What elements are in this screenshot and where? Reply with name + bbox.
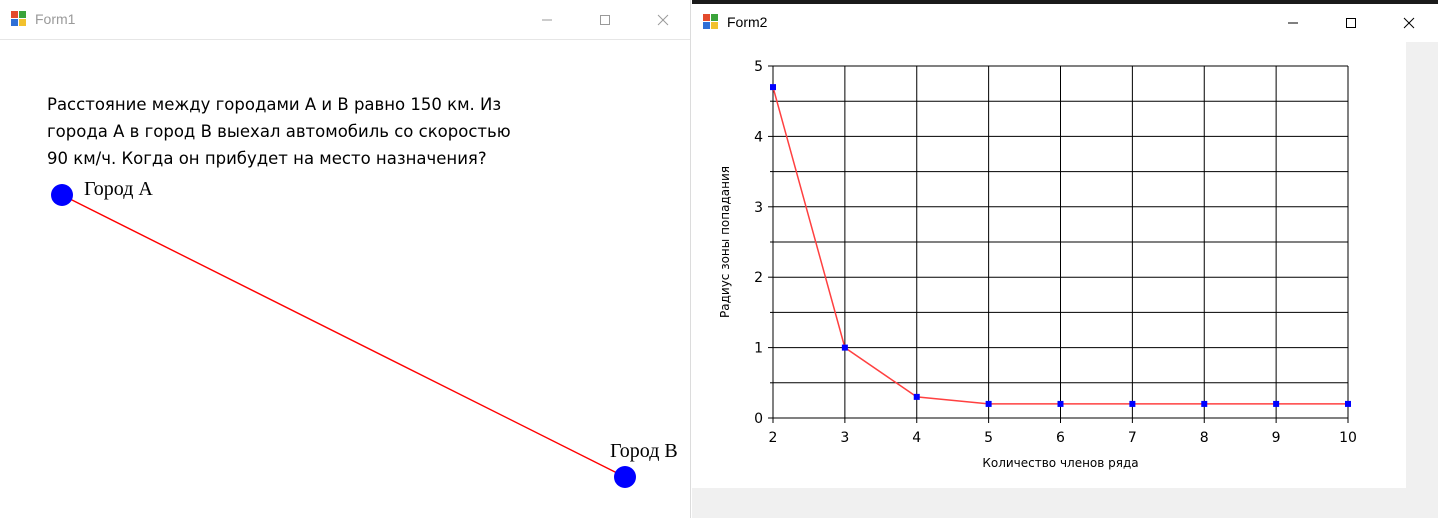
y-tick-label: 4	[754, 129, 763, 145]
maximize-icon	[1346, 18, 1356, 28]
y-tick-label: 3	[754, 200, 763, 216]
x-tick-label: 3	[840, 430, 849, 446]
data-point	[1057, 400, 1064, 407]
city-b-marker	[614, 466, 636, 488]
form2-window: Form2 2 3 4 5 6 7 8 9 10 0 1 2 3 4 5 Количество членов …	[692, 0, 1438, 518]
form2-minimize-button[interactable]	[1264, 4, 1322, 42]
route-line	[61, 194, 626, 478]
form1-maximize-button[interactable]	[576, 0, 634, 39]
city-a-marker	[51, 184, 73, 206]
data-point	[1201, 400, 1208, 407]
x-axis-title: Количество членов ряда	[982, 456, 1138, 470]
x-tick-label: 2	[769, 430, 778, 446]
line-chart: 2 3 4 5 6 7 8 9 10 0 1 2 3 4 5 Количество членов ряда Ра…	[718, 59, 1357, 470]
form1-close-button[interactable]	[634, 0, 692, 39]
form2-title: Form2	[727, 14, 768, 30]
x-tick-label: 8	[1200, 430, 1209, 446]
form1-app-icon	[11, 11, 27, 27]
minimize-icon	[542, 19, 552, 20]
close-icon	[1403, 17, 1415, 29]
form1-titlebar[interactable]: Form1	[0, 0, 690, 40]
maximize-icon	[600, 14, 610, 25]
chart-panel: 2 3 4 5 6 7 8 9 10 0 1 2 3 4 5 Количество членов ряда Ра…	[692, 42, 1406, 488]
data-point	[770, 84, 776, 91]
y-axis-title: Радиус зоны попадания	[718, 166, 732, 318]
close-icon	[657, 14, 669, 25]
y-tick-label: 5	[754, 59, 763, 75]
data-point	[913, 393, 920, 400]
x-tick-label: 7	[1128, 430, 1137, 446]
x-tick-label: 4	[912, 430, 921, 446]
data-point	[841, 344, 848, 351]
data-point	[1345, 400, 1351, 407]
city-a-label: Город А	[84, 178, 153, 200]
data-point	[1273, 400, 1280, 407]
x-tick-label: 6	[1056, 430, 1065, 446]
route-canvas	[51, 184, 636, 488]
problem-text: Расстояние между городами A и B равно 15…	[47, 91, 567, 172]
form2-app-icon	[703, 14, 719, 30]
problem-line: 90 км/ч. Когда он прибудет на место назн…	[47, 149, 487, 168]
y-tick-label: 2	[754, 270, 763, 286]
minimize-icon	[1288, 22, 1298, 24]
city-b-label: Город В	[610, 440, 678, 462]
form2-close-button[interactable]	[1380, 4, 1438, 42]
problem-line: Расстояние между городами A и B равно 15…	[47, 95, 502, 114]
y-tick-label: 0	[754, 411, 763, 427]
form2-maximize-button[interactable]	[1322, 4, 1380, 42]
data-point	[985, 400, 992, 407]
form1-minimize-button[interactable]	[518, 0, 576, 39]
data-point	[1129, 400, 1136, 407]
form2-titlebar[interactable]: Form2	[692, 4, 1438, 42]
problem-line: города A в город B выехал автомобиль со …	[47, 122, 511, 141]
x-tick-label: 9	[1272, 430, 1281, 446]
x-tick-label: 10	[1339, 430, 1357, 446]
form2-border	[692, 0, 1438, 4]
x-tick-label: 5	[984, 430, 993, 446]
form1-window: Form1 Расстояние между городами A и B ра…	[0, 0, 691, 518]
y-tick-label: 1	[754, 341, 763, 357]
form1-title: Form1	[35, 11, 76, 27]
